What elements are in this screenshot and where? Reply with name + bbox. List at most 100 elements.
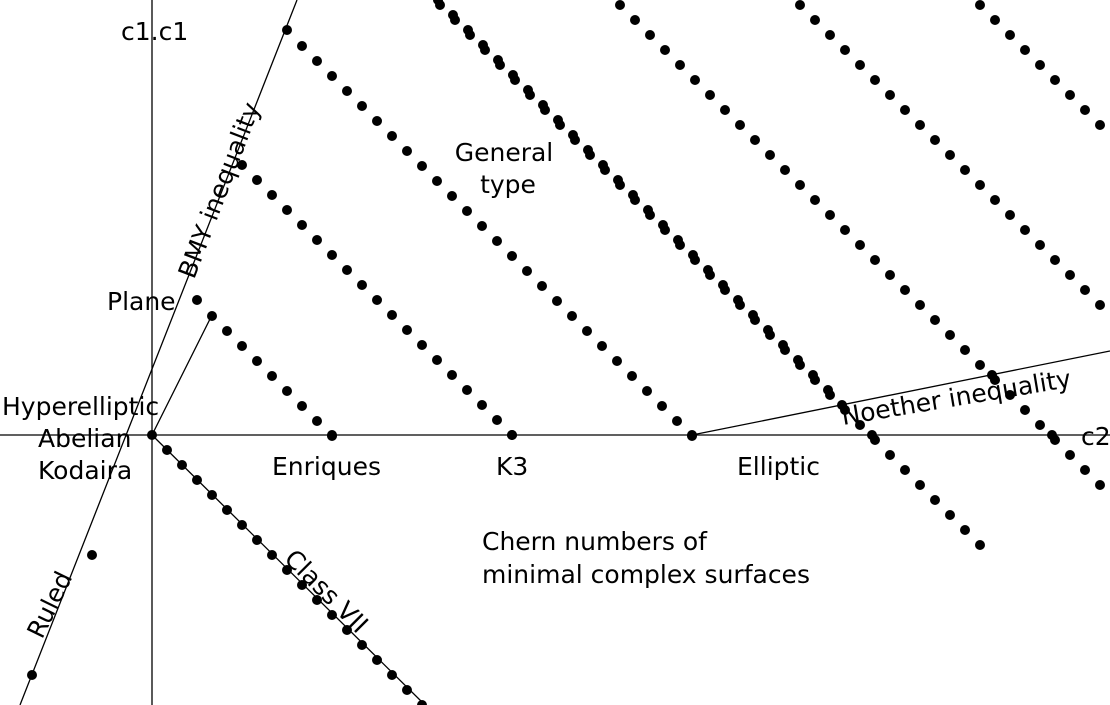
lattice-dot (1095, 120, 1105, 130)
lattice-dot (765, 150, 775, 160)
lattice-dot (825, 210, 835, 220)
class-vii-dot (312, 595, 322, 605)
diagram-labels: c1.c1 c2 General type Plane Hyperellipti… (2, 17, 1110, 643)
class-vii-dot (297, 580, 307, 590)
lattice-dot (327, 250, 337, 260)
lattice-dot (342, 265, 352, 275)
k3-label: K3 (496, 452, 528, 481)
class-vii-dot (162, 445, 172, 455)
lattice-dot (447, 370, 457, 380)
lattice-dot (780, 345, 790, 355)
lattice-dot (630, 195, 640, 205)
kodaira-label: Kodaira (38, 456, 132, 485)
lattice-dot (372, 295, 382, 305)
origin-dot (147, 430, 157, 440)
lattice-dot (567, 311, 577, 321)
class-vii-dot (402, 685, 412, 695)
class-vii-dot (207, 490, 217, 500)
ruled-dot-1 (87, 550, 97, 560)
lattice-dot (1035, 60, 1045, 70)
lattice-dot (975, 360, 985, 370)
class-vii-dot (327, 610, 337, 620)
lattice-dot (930, 135, 940, 145)
lattice-dot (825, 390, 835, 400)
lattice-dot (660, 225, 670, 235)
lattice-dot (552, 296, 562, 306)
class-vii-dot (282, 565, 292, 575)
lattice-dot (282, 386, 292, 396)
lattice-dot (297, 220, 307, 230)
lattice-dot (690, 75, 700, 85)
lattice-dot (450, 15, 460, 25)
lattice-dot (297, 41, 307, 51)
lattice-dot (900, 465, 910, 475)
lattice-dot (960, 165, 970, 175)
lattice-dot (1005, 210, 1015, 220)
lattice-dot (855, 60, 865, 70)
lattice-dot (1020, 405, 1030, 415)
lattice-dot (282, 205, 292, 215)
lattice-dot (675, 60, 685, 70)
lattice-dot (930, 495, 940, 505)
lattice-dot (672, 416, 682, 426)
noether-inequality-line (691, 350, 1110, 436)
lattice-dot (675, 240, 685, 250)
class-vii-dot (177, 460, 187, 470)
lattice-dot (1080, 105, 1090, 115)
lattice-dot (570, 135, 580, 145)
ruled-label: Ruled (21, 567, 78, 643)
lattice-dot (975, 180, 985, 190)
x-axis-label: c2 (1081, 422, 1110, 451)
plane-dot (192, 295, 202, 305)
class-vii-dot (387, 670, 397, 680)
lattice-dot (900, 285, 910, 295)
lattice-dot (387, 310, 397, 320)
lattice-dot (537, 281, 547, 291)
lattice-dot (435, 0, 445, 10)
lattice-dot (312, 416, 322, 426)
lattice-dot (477, 221, 487, 231)
caption-line1: Chern numbers of (482, 527, 708, 556)
lattice-dot (432, 176, 442, 186)
lattice-dot (1035, 420, 1045, 430)
lattice-dot (1035, 240, 1045, 250)
lattice-dot (720, 285, 730, 295)
lattice-dot (465, 30, 475, 40)
elliptic-label: Elliptic (737, 452, 820, 481)
lattice-dot (795, 0, 805, 10)
inner-boundary-line (151, 314, 213, 436)
class-vii-dot (192, 475, 202, 485)
lattice-dot (660, 45, 670, 55)
lattice-dot (615, 0, 625, 10)
bmy-inequality-label: BMY inequality (173, 98, 266, 282)
lattice-dot (645, 210, 655, 220)
lattice-dot (267, 190, 277, 200)
lattice-dot (975, 0, 985, 10)
lattice-dot (630, 15, 640, 25)
lattice-dot (870, 75, 880, 85)
lattice-dot (990, 195, 1000, 205)
lattice-dot (1005, 390, 1015, 400)
bmy-dot-1 (237, 160, 247, 170)
lattice-dot (1020, 45, 1030, 55)
class-vii-dot (267, 550, 277, 560)
lattice-dot (615, 180, 625, 190)
lattice-dot (492, 415, 502, 425)
lattice-dot (780, 165, 790, 175)
class-vii-dot (237, 520, 247, 530)
lattice-dot (735, 300, 745, 310)
lattice-dot (510, 75, 520, 85)
lattice-dot (585, 150, 595, 160)
lattice-dot (267, 371, 277, 381)
y-axis-label: c1.c1 (121, 17, 188, 46)
lattice-dot (855, 420, 865, 430)
lattice-dot (417, 161, 427, 171)
enriques-label: Enriques (272, 452, 381, 481)
lattice-dot (432, 355, 442, 365)
ruled-dot-2 (27, 670, 37, 680)
elliptic-dot-1 (687, 430, 697, 440)
abelian-label: Abelian (38, 424, 131, 453)
lattice-dot (1050, 255, 1060, 265)
lattice-dot (765, 330, 775, 340)
